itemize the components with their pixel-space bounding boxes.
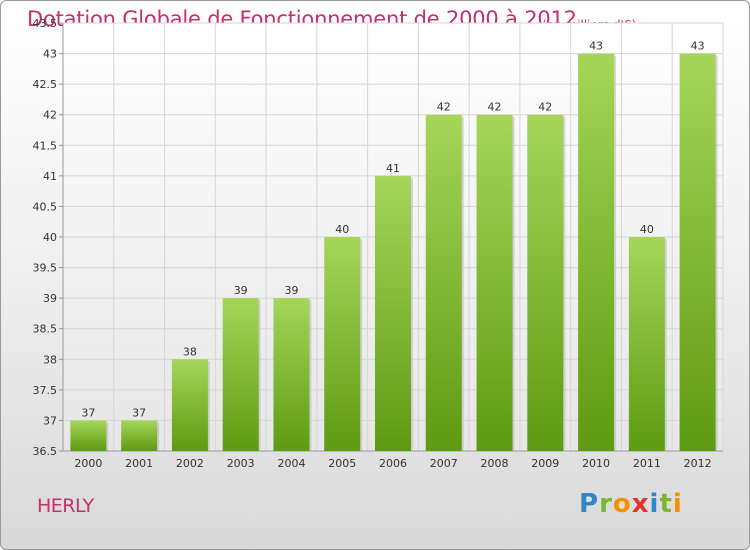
y-tick-label: 40: [43, 231, 57, 244]
bar-2001: [121, 420, 158, 451]
x-tick-label: 2012: [684, 457, 712, 470]
bar-value-label: 37: [81, 406, 95, 419]
logo-letter: P: [579, 489, 600, 519]
x-tick-label: 2004: [277, 457, 305, 470]
bar-value-label: 42: [437, 101, 451, 114]
y-tick-label: 37.5: [33, 384, 58, 397]
x-tick-label: 2008: [481, 457, 509, 470]
y-tick-label: 40.5: [33, 200, 58, 213]
y-tick-label: 41.5: [33, 139, 58, 152]
bar-2002: [171, 359, 208, 451]
y-tick-label: 43: [43, 48, 57, 61]
bar-2009: [527, 114, 564, 451]
bar-2012: [679, 53, 716, 451]
bars: [70, 53, 718, 451]
bar-value-label: 38: [183, 345, 197, 358]
x-tick-label: 2003: [227, 457, 255, 470]
x-tick-label: 2002: [176, 457, 204, 470]
x-tick-label: 2005: [328, 457, 356, 470]
bar-value-label: 39: [284, 284, 298, 297]
bar-value-label: 37: [132, 406, 146, 419]
bar-2007: [425, 114, 462, 451]
y-tick-label: 42.5: [33, 78, 58, 91]
proxiti-logo: Proxiti: [579, 489, 683, 519]
bar-2003: [222, 298, 259, 451]
y-tick-label: 36.5: [33, 445, 58, 458]
bar-value-label: 42: [488, 101, 502, 114]
bar-value-label: 40: [335, 223, 349, 236]
y-tick-label: 41: [43, 170, 57, 183]
bar-value-label: 43: [691, 40, 705, 53]
bar-value-label: 42: [538, 101, 552, 114]
x-tick-label: 2007: [430, 457, 458, 470]
bar-2011: [628, 237, 665, 451]
bar-2006: [375, 175, 411, 451]
y-tick-label: 38.5: [33, 323, 58, 336]
commune-name: HERLY: [37, 495, 94, 517]
logo-letter: t: [659, 489, 673, 519]
x-tick-label: 2011: [633, 457, 661, 470]
bar-value-label: 39: [234, 284, 248, 297]
bar-2008: [476, 114, 513, 451]
x-tick-label: 2010: [582, 457, 610, 470]
x-tick-label: 2001: [125, 457, 153, 470]
bar-2005: [324, 237, 361, 451]
bar-value-label: 41: [386, 162, 400, 175]
logo-letter: i: [649, 489, 660, 519]
y-tick-label: 39: [43, 292, 57, 305]
logo-letter: r: [599, 489, 613, 519]
logo-letter: i: [672, 489, 683, 519]
y-tick-label: 42: [43, 109, 57, 122]
y-tick-label: 37: [43, 414, 57, 427]
y-tick-label: 38: [43, 353, 57, 366]
bar-2000: [70, 420, 107, 451]
logo-letter: x: [631, 489, 650, 519]
x-tick-label: 2009: [531, 457, 559, 470]
bar-value-label: 40: [640, 223, 654, 236]
y-tick-label: 43.5: [33, 17, 58, 30]
x-tick-label: 2006: [379, 457, 407, 470]
bar-value-label: 43: [589, 40, 603, 53]
x-tick-label: 2000: [74, 457, 102, 470]
bar-2004: [273, 298, 310, 451]
bar-2010: [578, 53, 615, 451]
labels: 36.5 37 37.5 38 38.5 39 39.5 40 40.5 41 41.5 42 42.5…: [33, 17, 712, 470]
y-tick-label: 39.5: [33, 262, 58, 275]
logo-letter: o: [612, 489, 632, 519]
